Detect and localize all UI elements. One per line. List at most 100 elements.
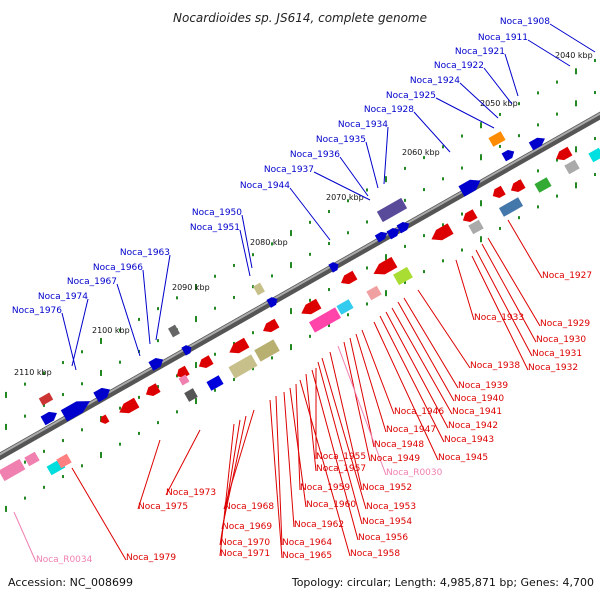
- label-leader: [329, 351, 363, 491]
- label-leader: [321, 357, 367, 510]
- kbp-label: 2070 kbp: [326, 193, 364, 202]
- label-leader: [311, 369, 359, 541]
- label-leader: [365, 141, 379, 189]
- gene-label: Noca_1956: [358, 533, 408, 543]
- gene-label: Noca_1958: [350, 549, 400, 559]
- cog-box: [366, 285, 382, 301]
- gene-label: Noca_1953: [366, 502, 416, 512]
- label-leader: [343, 341, 371, 462]
- label-leader: [155, 254, 171, 341]
- gene-label: Noca_1951: [190, 223, 240, 233]
- label-leader: [165, 429, 201, 496]
- gene-label: Noca_1948: [374, 440, 424, 450]
- gene-label: Noca_1962: [294, 520, 344, 530]
- label-leader: [71, 298, 89, 367]
- label-leader: [507, 219, 543, 279]
- gene-label: Noca_1950: [192, 208, 242, 218]
- kbp-label: 2060 kbp: [402, 148, 440, 157]
- label-leader: [275, 395, 283, 546]
- reverse-gene-arrow: [492, 185, 506, 198]
- forward-gene-arrow: [93, 387, 110, 403]
- backbone-highlight: [0, 112, 600, 456]
- reverse-gene-arrow: [198, 355, 214, 369]
- label-leader: [475, 249, 533, 357]
- label-leader: [349, 337, 375, 448]
- cog-box: [468, 219, 484, 235]
- label-leader: [417, 289, 471, 369]
- gene-label: Noca_1968: [224, 502, 274, 512]
- label-leader: [373, 321, 439, 461]
- reverse-gene-arrow: [341, 270, 358, 285]
- label-leader: [239, 229, 251, 277]
- gene-label: Noca_1964: [282, 538, 332, 548]
- label-leader: [339, 156, 369, 197]
- label-leader: [413, 111, 451, 153]
- forward-gene-arrow: [528, 137, 545, 151]
- forward-gene-arrow: [328, 262, 339, 273]
- gene-label: Noca_1945: [438, 453, 488, 463]
- label-leader: [385, 311, 449, 429]
- label-leader: [241, 214, 253, 269]
- reverse-gene-arrow: [510, 179, 526, 193]
- gene-label: Noca_1922: [434, 61, 484, 71]
- gene-label: Noca_1933: [474, 313, 524, 323]
- kbp-label: 2040 kbp: [555, 51, 593, 60]
- topology-text: Topology: circular; Length: 4,985,871 bp…: [291, 576, 594, 589]
- label-leaders: [13, 23, 596, 563]
- gene-label: Noca_1921: [455, 47, 505, 57]
- gene-label: Noca_1908: [500, 17, 550, 27]
- gene-label: Noca_1971: [220, 549, 270, 559]
- gene-label: Noca_1944: [240, 181, 290, 191]
- gene-label: Noca_1930: [536, 335, 586, 345]
- kbp-labels: 2040 kbp 2050 kbp 2060 kbp 2070 kbp 2080 kbp…: [14, 51, 593, 377]
- kbp-label: 2050 kbp: [480, 99, 518, 108]
- cog-box: [228, 354, 258, 379]
- label-leader: [305, 373, 317, 472]
- label-leader: [289, 387, 307, 508]
- cog-box: [534, 177, 552, 193]
- gene-label: Noca_1931: [532, 349, 582, 359]
- label-leader: [391, 307, 453, 415]
- gene-label: Noca_1934: [338, 120, 388, 130]
- label-leader: [379, 315, 445, 443]
- label-leader: [361, 329, 395, 415]
- gene-label: Noca_1963: [120, 248, 170, 258]
- label-leader: [295, 383, 301, 491]
- cog-box: [564, 159, 580, 175]
- label-leader: [471, 255, 529, 371]
- gene-label: Noca_1959: [300, 483, 350, 493]
- reverse-gene-arrow: [176, 365, 190, 378]
- gene-label: Noca_1937: [264, 165, 314, 175]
- forward-gene-arrow: [386, 227, 400, 240]
- label-leader: [487, 237, 541, 327]
- label-leader: [435, 97, 495, 129]
- gene-label: Noca_1955: [316, 452, 366, 462]
- reverse-gene-arrow: [100, 414, 110, 424]
- reverse-gene-arrow: [301, 298, 322, 315]
- kbp-label: 2090 kbp: [172, 283, 210, 292]
- gene-label: Noca_1960: [306, 500, 356, 510]
- gene-label: Noca_1927: [542, 271, 592, 281]
- label-leader: [299, 379, 351, 557]
- label-leader: [403, 297, 459, 389]
- rna-feature: [24, 451, 40, 467]
- forward-gene-arrow: [40, 411, 57, 426]
- gene-label: Noca_1976: [12, 306, 62, 316]
- gene-label: Noca_1970: [220, 538, 270, 548]
- gene-label: Noca_1957: [316, 464, 366, 474]
- label-leader: [71, 467, 127, 561]
- gene-label: Noca_1929: [540, 319, 590, 329]
- label-leader: [455, 259, 475, 321]
- cog-box: [253, 282, 265, 296]
- reverse-gene-arrow: [373, 256, 398, 275]
- gene-label: Noca_1973: [166, 488, 216, 498]
- label-leader: [481, 243, 537, 343]
- cog-box: [56, 453, 72, 469]
- gene-label: Noca_R0034: [36, 555, 93, 565]
- label-leader: [397, 301, 455, 402]
- forward-gene-arrow: [396, 221, 410, 234]
- label-leader: [13, 511, 37, 563]
- cog-box: [178, 374, 190, 386]
- cog-box: [393, 266, 413, 286]
